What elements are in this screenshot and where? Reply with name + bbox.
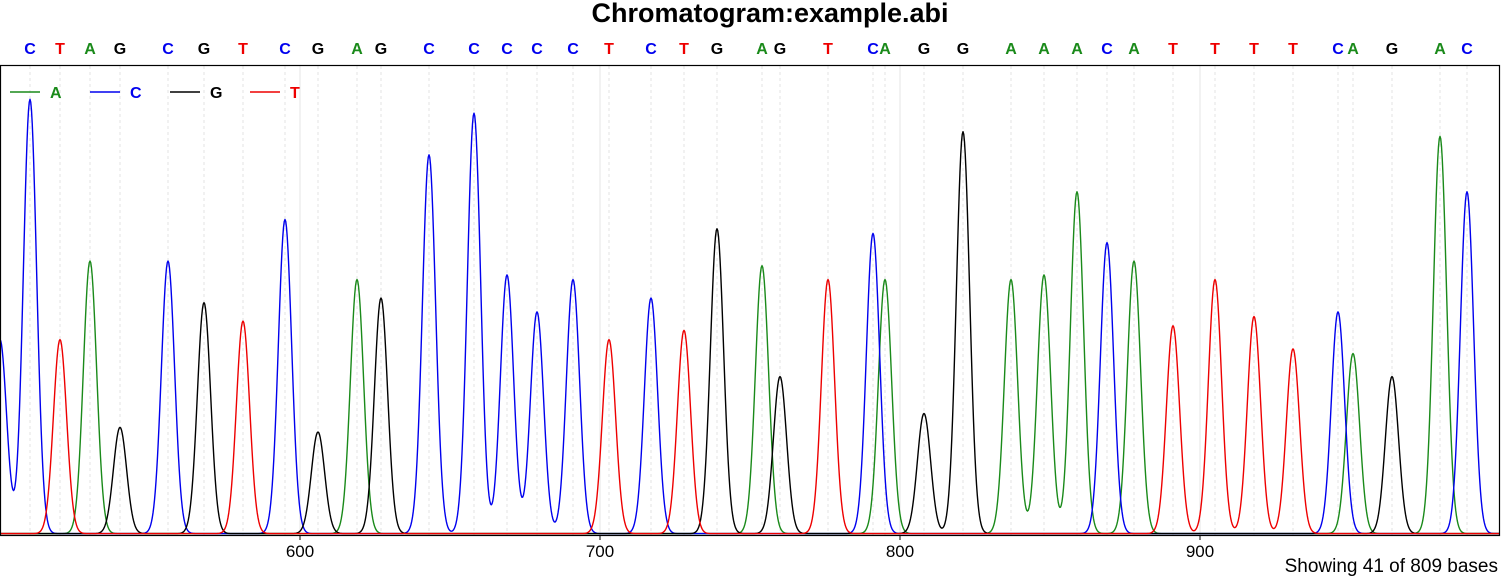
base-call: A [1434, 41, 1446, 58]
base-call: A [1038, 41, 1050, 58]
base-call: A [1005, 41, 1017, 58]
base-call: A [879, 41, 891, 58]
x-axis: 600 700 800 900 [286, 535, 1214, 561]
base-call: T [1288, 41, 1298, 58]
plot-frame [0, 64, 1501, 537]
base-call: C [1332, 41, 1344, 58]
base-call: C [501, 41, 513, 58]
base-call: C [24, 41, 36, 58]
base-call: T [1249, 41, 1259, 58]
base-call: G [312, 41, 324, 58]
base-call: A [1347, 41, 1359, 58]
chart-title: Chromatogram:example.abi [591, 0, 948, 28]
base-call: A [1128, 41, 1140, 58]
base-call: T [679, 41, 689, 58]
base-call: G [375, 41, 387, 58]
x-tick-label: 800 [886, 542, 914, 561]
base-call: T [238, 41, 248, 58]
base-call: G [957, 41, 969, 58]
base-call: T [604, 41, 614, 58]
trace-lines [0, 98, 1500, 535]
base-call: C [531, 41, 543, 58]
base-call: G [774, 41, 786, 58]
base-call: G [114, 41, 126, 58]
base-call: G [1386, 41, 1398, 58]
base-call: T [55, 41, 65, 58]
x-tick-label: 700 [586, 542, 614, 561]
base-call: A [1071, 41, 1083, 58]
base-call: C [1461, 41, 1473, 58]
x-tick-label: 900 [1186, 542, 1214, 561]
grid-lines [29, 66, 1468, 535]
base-call: T [1168, 41, 1178, 58]
base-call: A [756, 41, 768, 58]
trace-T [0, 278, 1500, 535]
base-call: A [84, 41, 96, 58]
base-call: T [823, 41, 833, 58]
base-call: G [918, 41, 930, 58]
base-call: C [645, 41, 657, 58]
legend-label-T: T [290, 85, 300, 102]
footer-status: Showing 41 of 809 bases [1285, 556, 1498, 577]
base-call: A [351, 41, 363, 58]
base-call: G [711, 41, 723, 58]
base-call: C [867, 41, 879, 58]
legend-label-A: A [50, 85, 62, 102]
base-call: G [198, 41, 210, 58]
base-call: C [567, 41, 579, 58]
base-call: C [468, 41, 480, 58]
base-call: T [1210, 41, 1220, 58]
base-call: C [162, 41, 174, 58]
base-call: C [279, 41, 291, 58]
x-tick-label: 600 [286, 542, 314, 561]
base-call: C [423, 41, 435, 58]
base-call: C [1101, 41, 1113, 58]
legend-label-G: G [210, 85, 222, 102]
legend-label-C: C [130, 85, 142, 102]
